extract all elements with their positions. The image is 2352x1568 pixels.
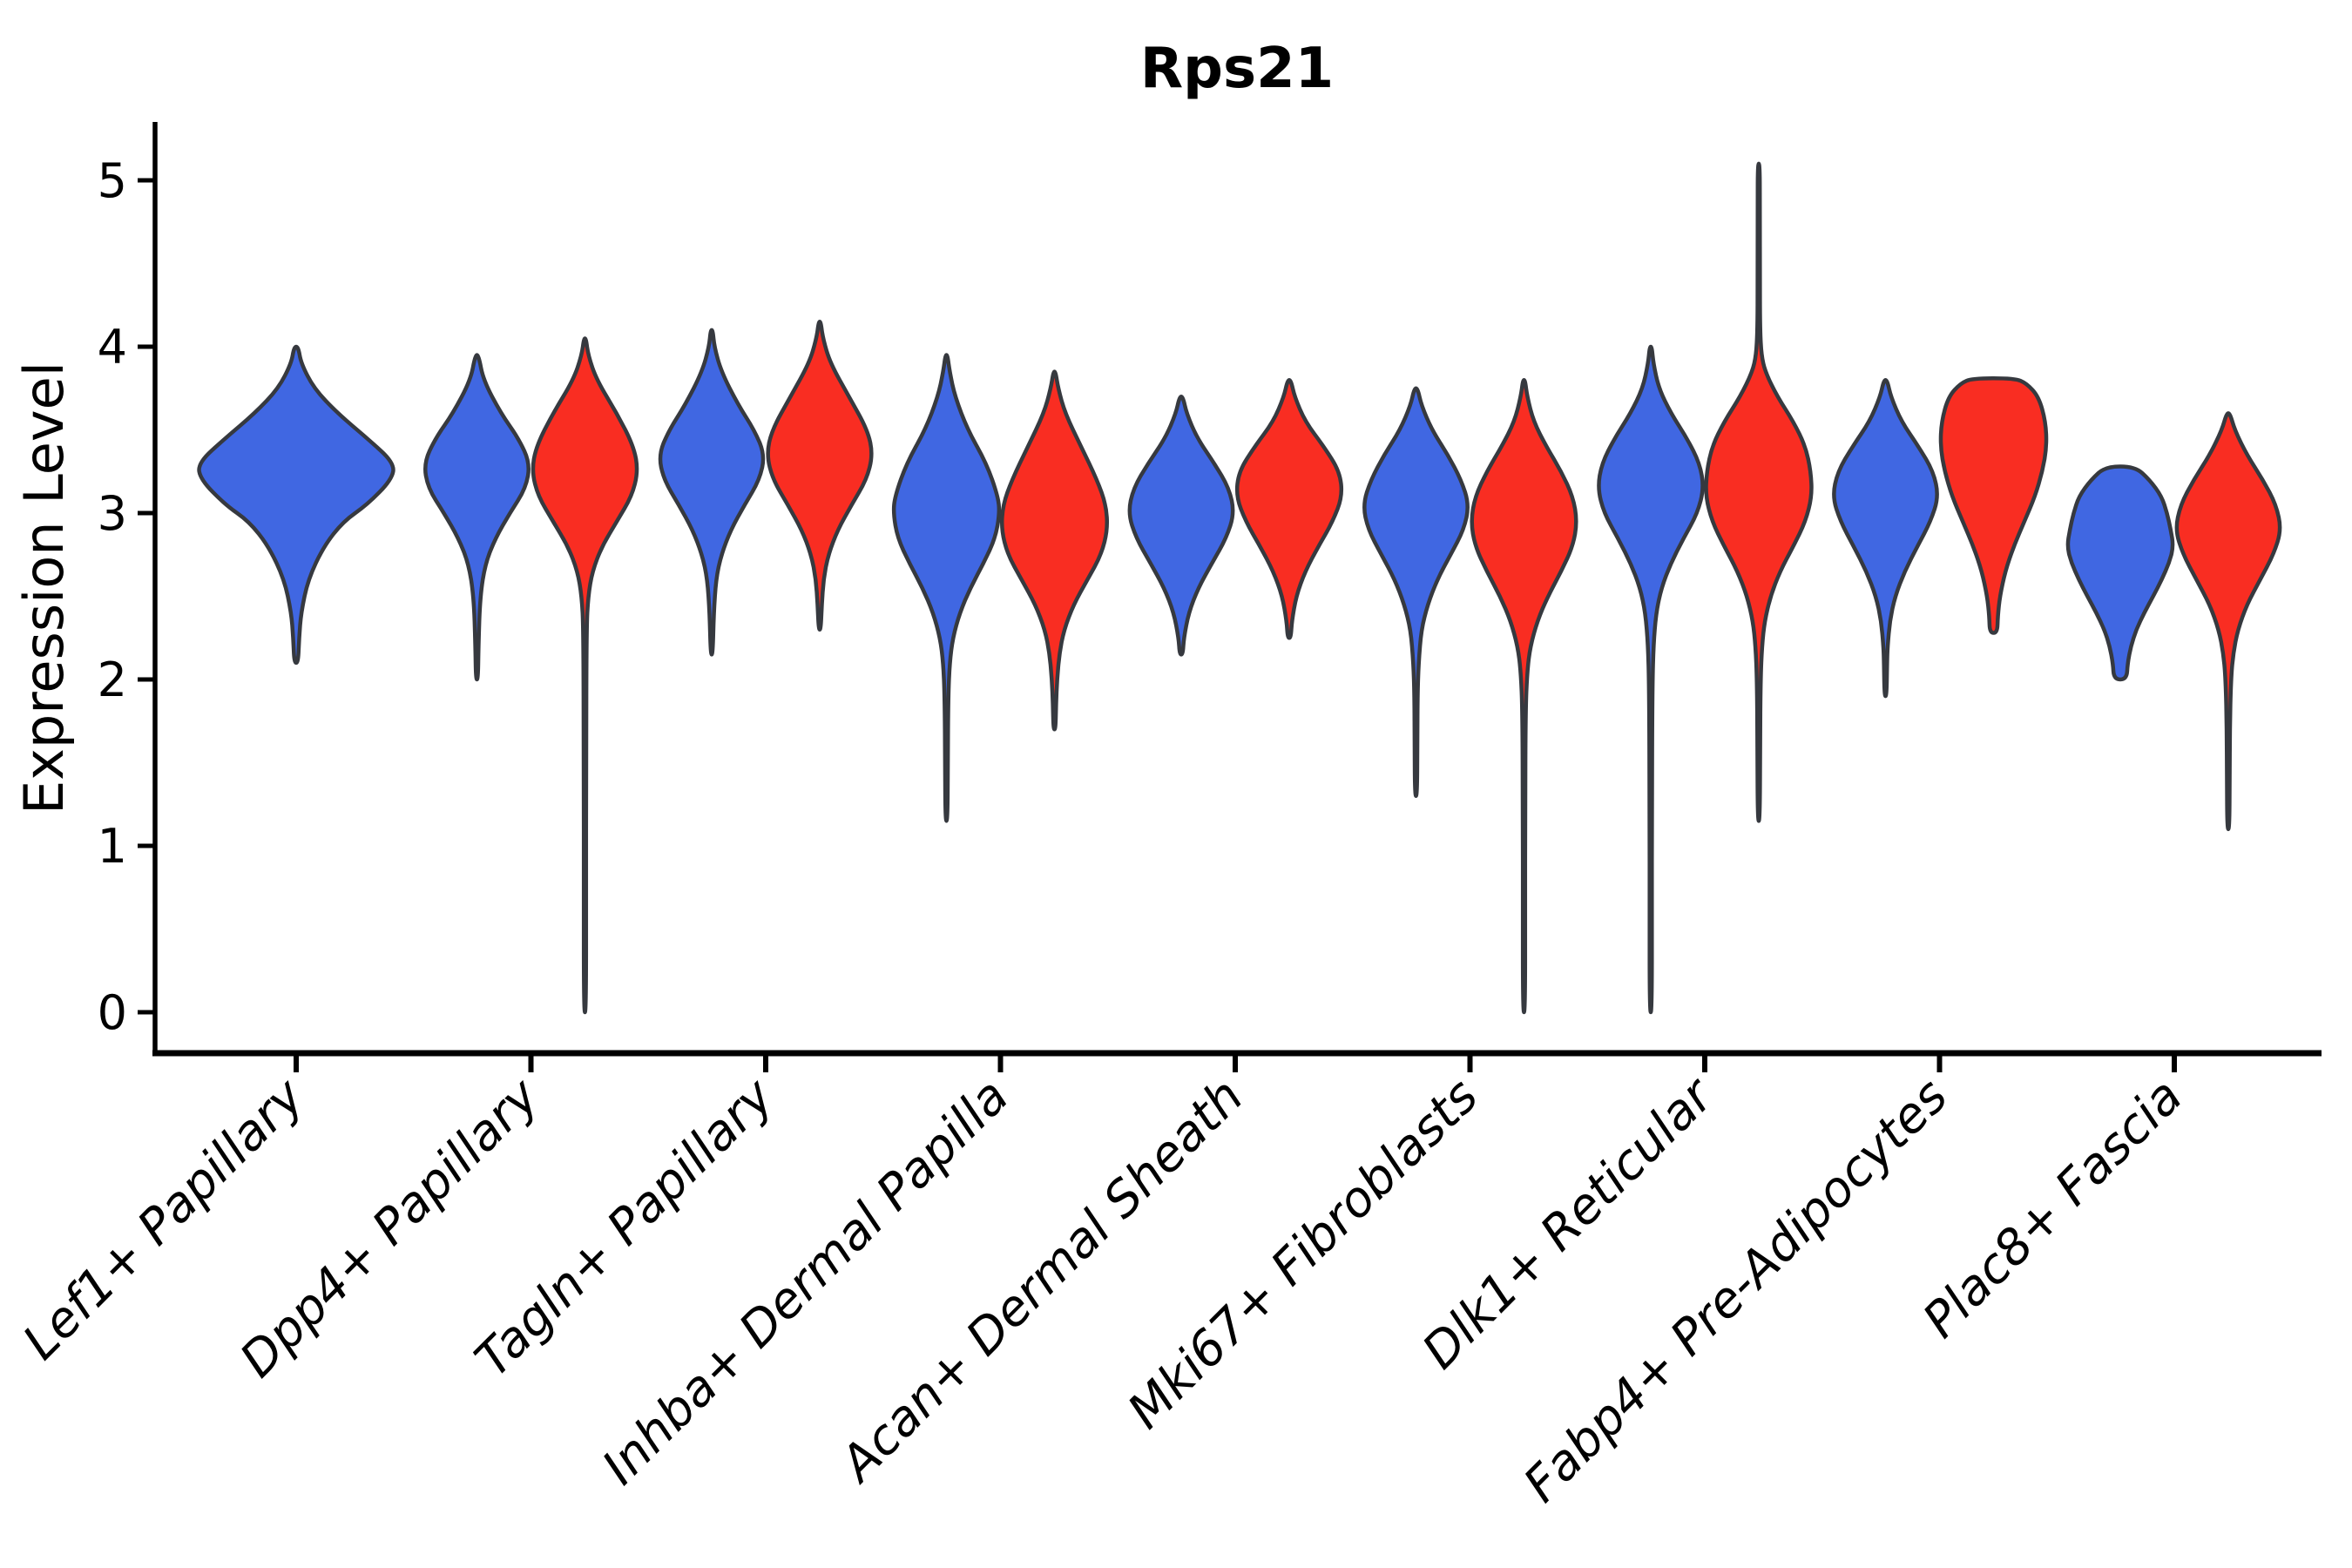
violin-dpp4-papillary-blue	[423, 353, 531, 682]
violin-dlk1-reticular-blue	[1597, 344, 1705, 1015]
violin-dlk1-reticular-red	[1704, 161, 1814, 823]
violin-lef1-papillary-blue	[197, 344, 395, 666]
violin-fabp4-pre-adipocytes-blue	[1832, 377, 1939, 699]
y-axis-label: Expression Level	[12, 362, 76, 814]
violin-inhba-dermal-papilla-blue	[891, 353, 1002, 823]
x-tick-label-fabp4-pre-adipocytes: Fabp4+ Pre-Adipocytes	[1513, 1068, 1958, 1513]
y-tick-label-3: 3	[98, 486, 127, 541]
violin-acan-dermal-sheath-red	[1234, 377, 1344, 640]
chart-title: Rps21	[1140, 37, 1334, 101]
violin-plac8-fascia-blue	[2065, 464, 2175, 682]
violin-plac8-fascia-red	[2174, 411, 2282, 832]
violin-acan-dermal-sheath-blue	[1127, 395, 1235, 657]
x-tick-label-inhba-dermal-papilla: Inhba+ Dermal Papilla	[591, 1068, 1019, 1496]
violin-mki67-fibroblasts-red	[1470, 377, 1578, 1015]
violin-tagln-papillary-red	[766, 320, 874, 632]
y-tick-label-5: 5	[98, 153, 127, 208]
violin-group	[197, 161, 2282, 1015]
violin-inhba-dermal-papilla-red	[999, 369, 1110, 732]
y-tick-label-0: 0	[98, 985, 127, 1040]
violin-dpp4-papillary-red	[531, 336, 639, 1015]
y-tick-label-4: 4	[98, 320, 127, 375]
violin-tagln-papillary-blue	[658, 328, 766, 657]
violin-fabp4-pre-adipocytes-red	[1938, 376, 2049, 635]
y-tick-label-2: 2	[98, 652, 127, 707]
violin-mki67-fibroblasts-blue	[1362, 386, 1470, 798]
y-tick-label-1: 1	[98, 819, 127, 874]
x-tick-label-acan-dermal-sheath: Acan+ Dermal Sheath	[828, 1068, 1254, 1494]
